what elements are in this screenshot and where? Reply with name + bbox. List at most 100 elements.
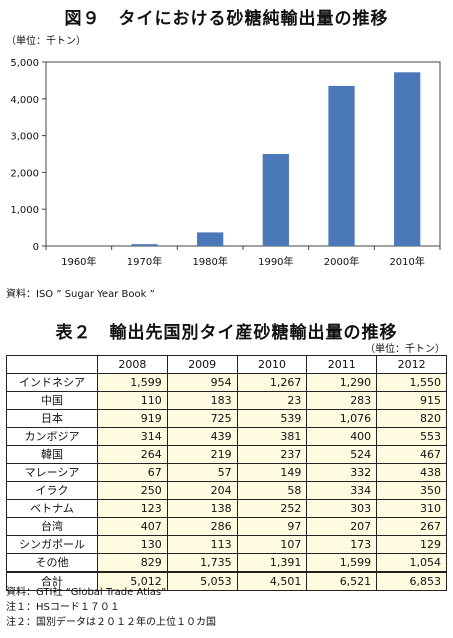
value-cell: 524 [306,445,378,464]
value-cell: 1,267 [236,373,308,392]
y-tick-label: 2,000 [10,168,39,179]
value-cell: 439 [166,427,238,446]
country-cell: イラク [6,481,98,500]
figure-title: 図９ タイにおける砂糖純輸出量の推移 [64,9,389,29]
x-tick-label: 2000年 [324,255,359,268]
value-cell: 113 [166,535,238,554]
y-tick-label: 5,000 [10,58,39,69]
value-cell: 107 [236,535,308,554]
note-source: 資料：GTI社 “Global Trade Atlas” [6,587,167,598]
header-year: 2008 [97,355,168,374]
value-cell: 314 [97,427,168,446]
x-tick-label: 2010年 [389,255,424,268]
table-row: その他 829 1,735 1,391 1,599 1,054 [6,553,447,573]
value-cell: 553 [376,427,447,446]
value-cell: 1,054 [376,553,447,573]
table-row: 日本 919 725 539 1,076 820 [6,409,447,428]
value-cell: 207 [306,517,378,536]
country-cell: 合計 [6,571,98,591]
table-header-row: 2008 2009 2010 2011 2012 [6,355,447,374]
table-row: 中国 110 183 23 283 915 [6,391,447,410]
value-cell: 310 [376,499,447,518]
value-cell: 820 [376,409,447,428]
table-notes: 資料：GTI社 “Global Trade Atlas” 注１：HSコード１７０… [6,585,216,630]
value-cell: 6,521 [306,571,378,591]
value-cell: 57 [166,463,238,482]
bar [131,244,158,246]
value-cell: 204 [166,481,238,500]
header-year: 2012 [376,355,447,374]
x-tick-label: 1990年 [258,255,293,268]
country-cell: ベトナム [6,499,98,518]
value-cell: 1,599 [306,553,378,573]
value-cell: 829 [97,553,168,573]
plot-frame [45,61,441,247]
value-cell: 173 [306,535,378,554]
value-cell: 407 [97,517,168,536]
value-cell: 1,391 [236,553,308,573]
value-cell: 250 [97,481,168,500]
value-cell: 97 [236,517,308,536]
value-cell: 1,550 [376,373,447,392]
value-cell: 123 [97,499,168,518]
value-cell: 264 [97,445,168,464]
value-cell: 954 [166,373,238,392]
value-cell: 725 [166,409,238,428]
note-2: 注２：国別データは２０１２年の上位１０カ国 [6,617,216,628]
value-cell: 381 [236,427,308,446]
country-cell: 中国 [6,391,98,410]
value-cell: 5,053 [166,571,238,591]
country-cell: その他 [6,553,98,573]
value-cell: 4,501 [236,571,308,591]
value-cell: 219 [166,445,238,464]
table-row: 台湾 407 286 97 207 267 [6,517,447,536]
header-year: 2010 [236,355,308,374]
value-cell: 350 [376,481,447,500]
value-cell: 183 [166,391,238,410]
x-tick-label: 1980年 [192,255,227,268]
value-cell: 138 [166,499,238,518]
chart-unit-label: （単位：千トン） [6,36,86,47]
value-cell: 67 [97,463,168,482]
value-cell: 58 [236,481,308,500]
value-cell: 919 [97,409,168,428]
value-cell: 1,599 [97,373,168,392]
table-row: イラク 250 204 58 334 350 [6,481,447,500]
value-cell: 252 [236,499,308,518]
value-cell: 110 [97,391,168,410]
y-tick-label: 1,000 [10,205,39,216]
table-unit-label: （単位：千トン） [365,344,445,355]
bar [328,85,355,246]
export-table: 2008 2009 2010 2011 2012 インドネシア 1,599 954 1… [6,355,447,591]
country-cell: カンボジア [6,427,98,446]
value-cell: 129 [376,535,447,554]
value-cell: 539 [236,409,308,428]
table-row: カンボジア 314 439 381 400 553 [6,427,447,446]
y-tick-label: 0 [33,242,39,253]
note-1: 注１：HSコード１７０１ [6,602,120,613]
value-cell: 286 [166,517,238,536]
x-tick-label: 1960年 [61,255,96,268]
country-cell: 日本 [6,409,98,428]
value-cell: 130 [97,535,168,554]
value-cell: 467 [376,445,447,464]
y-tick-label: 3,000 [10,132,39,143]
value-cell: 5,012 [97,571,168,591]
value-cell: 23 [236,391,308,410]
value-cell: 438 [376,463,447,482]
value-cell: 303 [306,499,378,518]
value-cell: 332 [306,463,378,482]
value-cell: 267 [376,517,447,536]
value-cell: 237 [236,445,308,464]
country-cell: インドネシア [6,373,98,392]
value-cell: 400 [306,427,378,446]
bar-chart: 0 1,000 2,000 3,000 4,000 5,000 1960年 1970年 1980… [10,58,441,268]
value-cell: 6,853 [376,571,447,591]
bar [262,154,289,246]
value-cell: 1,735 [166,553,238,573]
table-row: インドネシア 1,599 954 1,267 1,290 1,550 [6,373,447,392]
bar [197,232,224,246]
value-cell: 149 [236,463,308,482]
value-cell: 283 [306,391,378,410]
country-cell: 韓国 [6,445,98,464]
